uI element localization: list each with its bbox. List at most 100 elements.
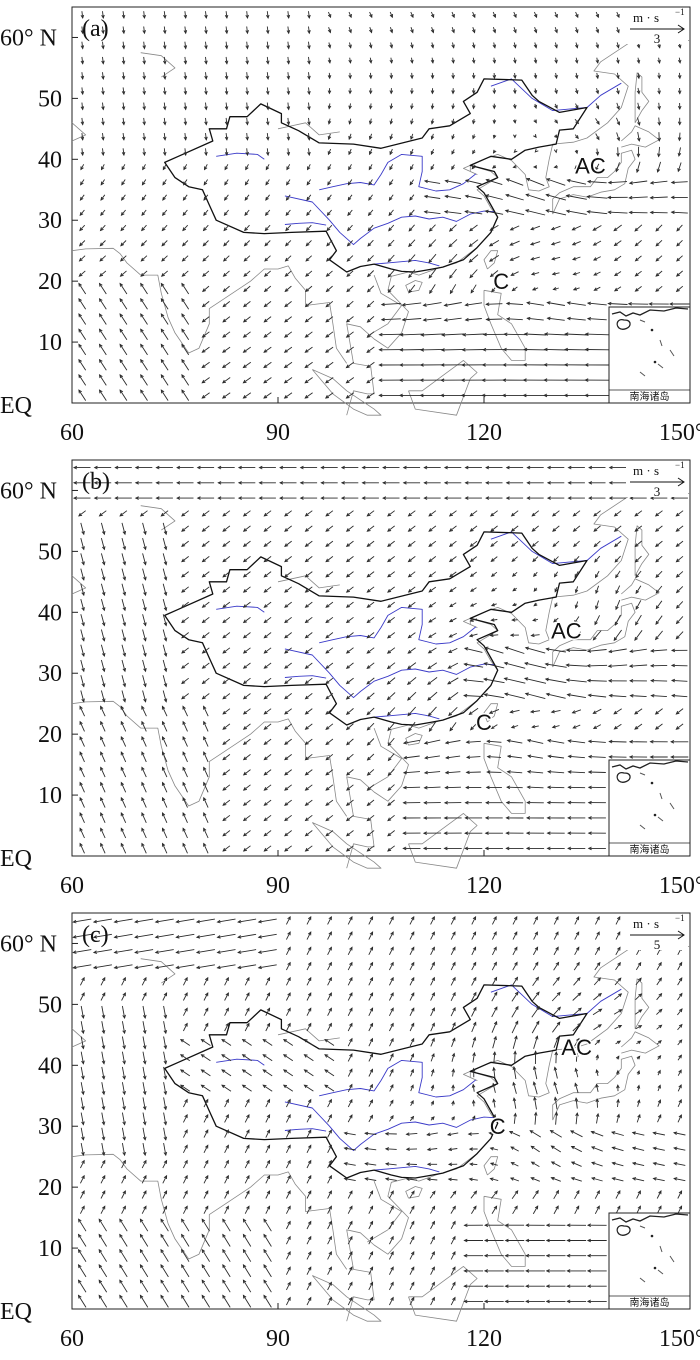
wind-vector-head	[607, 210, 612, 215]
wind-vector-head	[163, 151, 167, 157]
wind-vector	[201, 1234, 210, 1247]
wind-vector-head	[505, 193, 510, 198]
wind-vector-head	[389, 44, 394, 49]
wind-vector-head	[676, 257, 681, 262]
wind-vector	[79, 706, 86, 717]
wind-vector-head	[143, 1159, 147, 1164]
wind-vector-head	[98, 328, 103, 333]
wind-vector-head	[98, 1294, 103, 1299]
wind-vector	[553, 1082, 559, 1095]
wind-vector-head	[345, 665, 350, 669]
wind-vector	[379, 333, 404, 336]
wind-vector	[265, 1145, 271, 1154]
wind-vector-head	[554, 89, 558, 95]
wind-vector	[245, 179, 250, 186]
wind-vector	[79, 992, 85, 1001]
wind-vector-head	[452, 915, 456, 921]
wind-vector	[243, 693, 251, 700]
wind-vector-head	[325, 589, 330, 593]
wind-vector	[596, 1084, 599, 1092]
wind-vector	[614, 723, 622, 730]
wind-vector-head	[447, 680, 452, 685]
wind-vector	[572, 225, 582, 231]
wind-vector	[180, 1039, 191, 1046]
wind-vector-head	[444, 740, 450, 745]
wind-vector-head	[263, 1233, 267, 1238]
wind-vector	[325, 540, 334, 547]
wind-vector	[552, 525, 560, 532]
wind-vector-head	[593, 287, 598, 291]
wind-vector	[100, 1175, 106, 1184]
wind-vector	[347, 916, 353, 925]
wind-vector	[677, 1190, 683, 1199]
wind-vector	[452, 1069, 455, 1077]
wind-vector-head	[529, 242, 535, 246]
wind-vector-head	[427, 681, 432, 685]
wind-vector	[306, 1145, 312, 1154]
wind-vector-head	[523, 677, 529, 681]
wind-vector-head	[184, 1007, 188, 1012]
wind-vector-head	[586, 1269, 591, 1273]
wind-vector	[512, 947, 518, 956]
wind-vector-head	[201, 634, 206, 639]
wind-vector-head	[613, 528, 618, 532]
wind-vector-head	[217, 496, 222, 500]
wind-vector-head	[627, 301, 632, 306]
wind-vector-head	[345, 695, 350, 700]
wind-vector	[655, 224, 663, 232]
wind-vector-head	[134, 935, 139, 939]
wind-vector	[162, 522, 167, 535]
wind-vector	[222, 510, 231, 517]
wind-vector	[141, 812, 147, 823]
wind-vector	[101, 1066, 105, 1079]
wind-vector	[408, 632, 416, 639]
wind-vector-head	[81, 1151, 85, 1157]
wind-vector	[162, 977, 168, 986]
wind-vector	[387, 830, 395, 837]
wind-vector-head	[287, 1235, 291, 1240]
wind-vector	[445, 195, 462, 200]
wind-vector-head	[287, 1144, 291, 1149]
wind-vector-head	[410, 946, 415, 951]
wind-vector	[121, 179, 126, 186]
wind-vector-head	[569, 1130, 575, 1134]
wind-vector-head	[264, 242, 269, 247]
wind-vector	[409, 1038, 415, 1047]
wind-vector	[553, 1205, 559, 1215]
wind-vector-head	[201, 695, 206, 700]
wind-vector	[140, 313, 148, 325]
wind-vector-head	[588, 481, 593, 485]
wind-vector	[346, 392, 355, 399]
wind-vector	[265, 179, 270, 186]
wind-vector	[78, 344, 87, 356]
wind-vector	[446, 755, 461, 759]
wind-vector-head	[554, 44, 558, 49]
wind-vector	[287, 72, 290, 79]
wind-vector	[100, 537, 105, 550]
wind-vector-head	[154, 965, 159, 970]
wind-vector-head	[287, 1296, 291, 1301]
wind-vector-head	[345, 528, 350, 532]
wind-vector	[450, 977, 456, 986]
wind-vector-head	[120, 812, 124, 817]
wind-vector-head	[563, 347, 569, 352]
wind-vector-head	[532, 558, 537, 563]
wind-vector-head	[242, 1233, 247, 1238]
wind-vector-head	[77, 1279, 82, 1284]
wind-vector	[510, 709, 520, 713]
wind-vector	[531, 991, 540, 1002]
wind-vector-head	[202, 273, 207, 277]
wind-vector-head	[546, 301, 551, 305]
wind-vector-head	[593, 528, 598, 532]
wind-vector	[258, 964, 277, 969]
wind-vector	[472, 1052, 475, 1063]
wind-vector-head	[140, 257, 145, 262]
wind-vector	[100, 843, 106, 854]
wind-vector-head	[345, 604, 350, 608]
wind-vector-head	[119, 1233, 123, 1238]
wind-vector-head	[204, 121, 208, 126]
wind-vector-head	[184, 1113, 188, 1119]
wind-vector	[284, 525, 292, 532]
wind-vector-head	[504, 209, 509, 213]
wind-vector-head	[325, 619, 330, 624]
